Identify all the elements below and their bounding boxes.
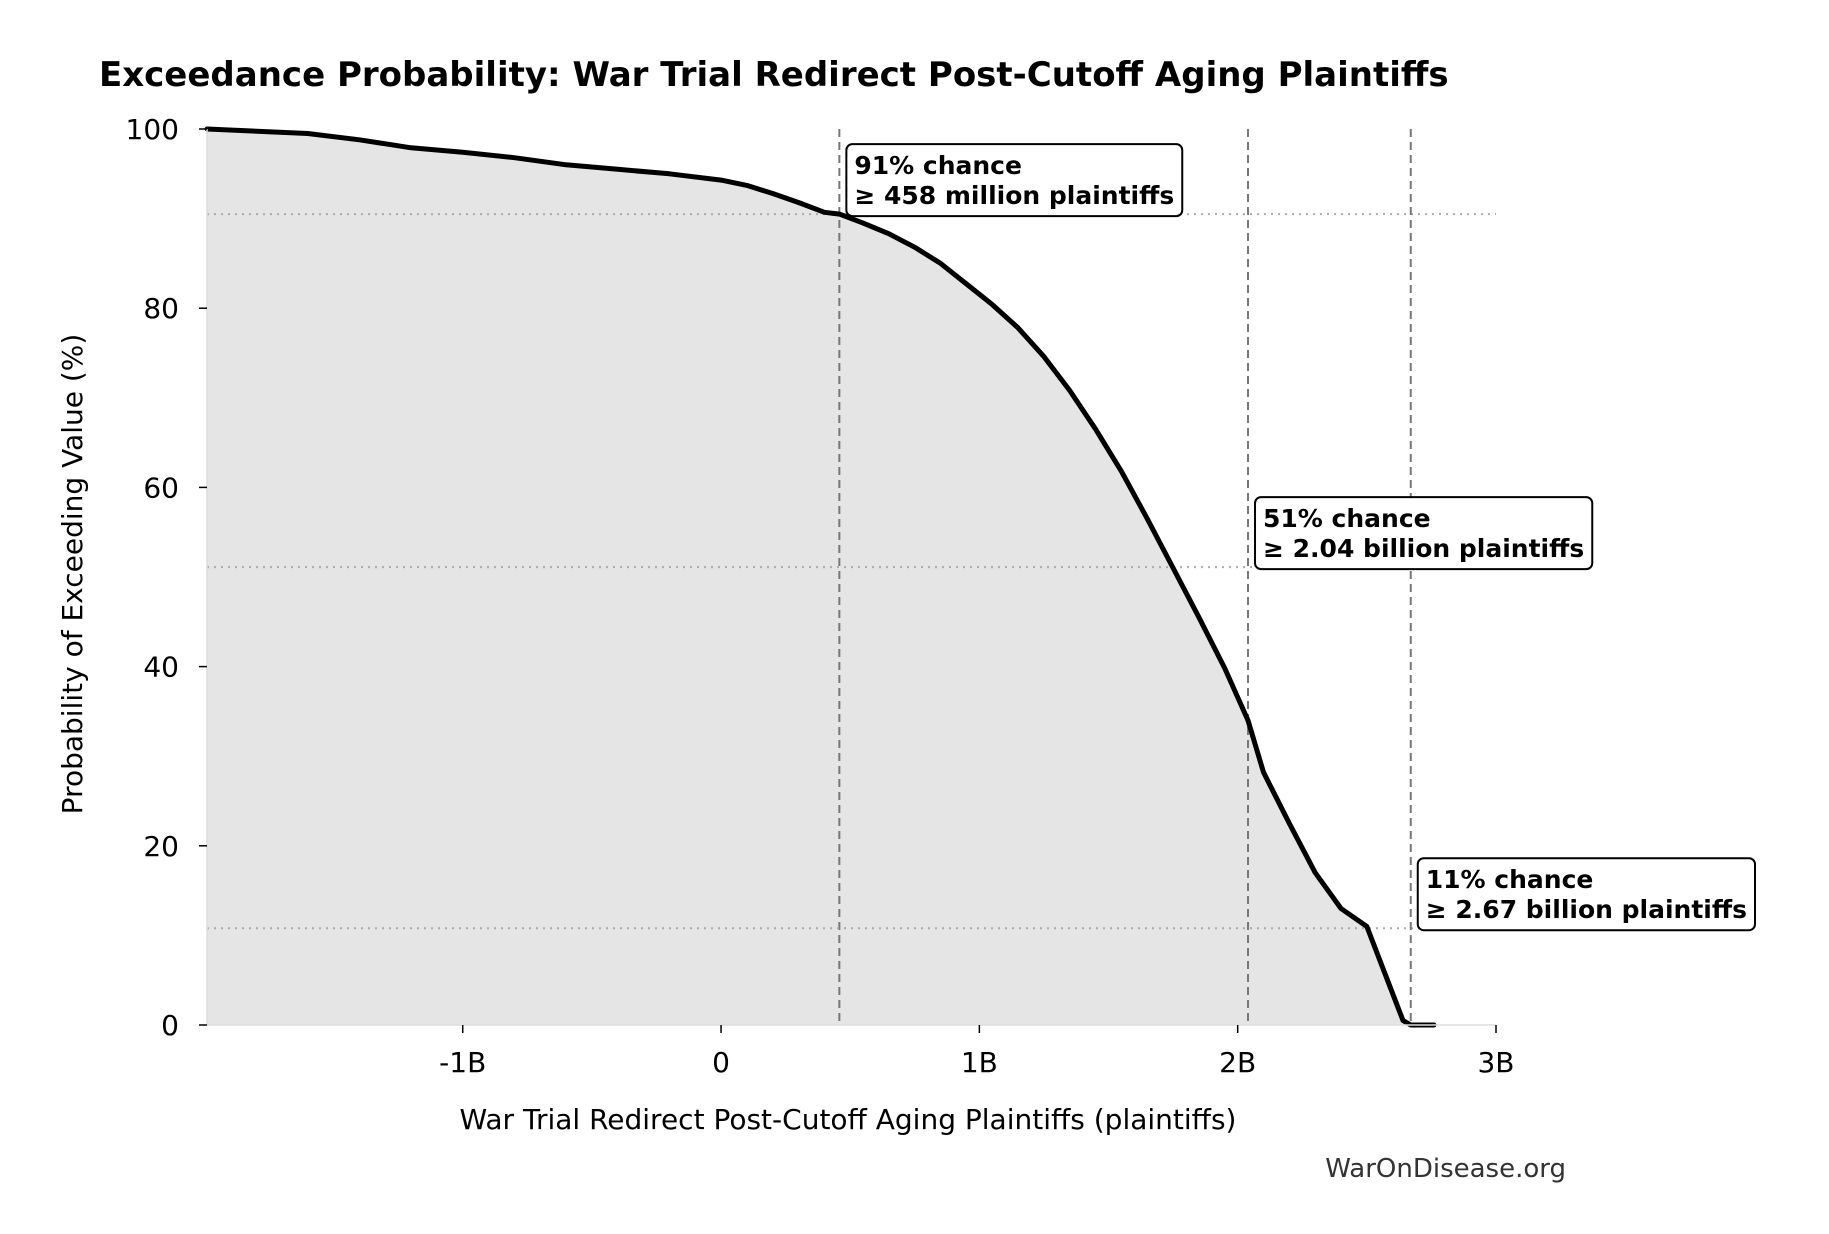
annotation-line-2: ≥ 2.67 billion plaintiffs <box>1426 895 1747 924</box>
plot-area: -1B 0 1B 2B 3B 0 20 40 60 80 100 91% chance≥ 458 mi… <box>126 113 1757 1079</box>
annotation-3: 11% chance≥ 2.67 billion plaintiffs <box>1416 857 1757 932</box>
y-tick-label: 100 <box>126 113 179 146</box>
y-axis-label: Probability of Exceeding Value (%) <box>56 334 89 815</box>
credit-text: WarOnDisease.org <box>1325 1154 1566 1184</box>
annotation-box <box>1416 857 1757 932</box>
x-tick-label: 1B <box>961 1046 998 1079</box>
annotation-1: 91% chance≥ 458 million plaintiffs <box>845 143 1184 218</box>
x-tick-label: 3B <box>1477 1046 1514 1079</box>
annotation-line-1: 11% chance <box>1426 865 1594 894</box>
x-tick-label: 0 <box>712 1046 730 1079</box>
annotation-box <box>1254 496 1594 571</box>
y-tick-label: 80 <box>143 292 179 325</box>
chart-title: Exceedance Probability: War Trial Redire… <box>99 55 1449 95</box>
annotation-line-2: ≥ 2.04 billion plaintiffs <box>1263 534 1584 563</box>
x-tick-label: 2B <box>1219 1046 1256 1079</box>
y-tick-label: 0 <box>161 1009 179 1042</box>
annotation-line-1: 51% chance <box>1263 504 1431 533</box>
exceedance-curve <box>204 126 1437 1028</box>
annotation-box <box>845 143 1184 218</box>
x-axis-label: War Trial Redirect Post-Cutoff Aging Pla… <box>460 1103 1237 1136</box>
y-tick-label: 20 <box>143 830 179 863</box>
exceedance-area <box>207 129 1434 1025</box>
annotation-2: 51% chance≥ 2.04 billion plaintiffs <box>1254 496 1594 571</box>
y-tick-label: 40 <box>143 651 179 684</box>
x-tick-label: -1B <box>439 1046 486 1079</box>
y-tick-label: 60 <box>143 471 179 504</box>
annotation-line-2: ≥ 458 million plaintiffs <box>854 181 1174 210</box>
annotation-line-1: 91% chance <box>854 151 1022 180</box>
